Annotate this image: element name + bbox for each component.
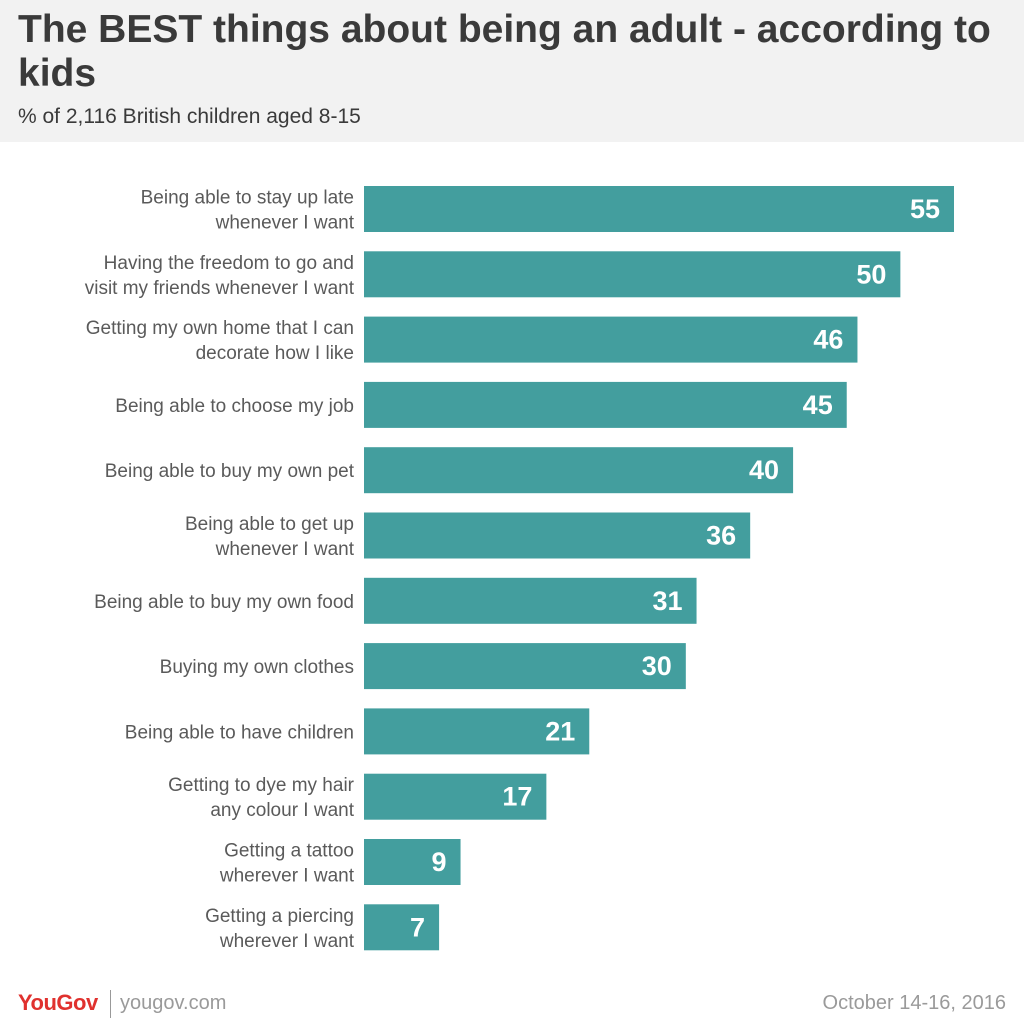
category-label-1: Being able to stay up late whenever I wan… — [141, 188, 355, 234]
category-label-line: Getting to dye my hair — [168, 775, 355, 796]
bar-4 — [364, 381, 847, 428]
category-label-10: Getting to dye my hair any colour I want — [168, 775, 355, 821]
category-label-line: wherever I want — [219, 866, 355, 887]
bar-5 — [364, 447, 794, 494]
bar-8 — [364, 643, 686, 690]
bar-value-label-5: 40 — [749, 455, 779, 485]
bar-value-label-9: 21 — [545, 716, 575, 746]
bar-11 — [364, 839, 461, 885]
bar-12 — [364, 904, 440, 951]
bar-9 — [364, 708, 590, 755]
bar-chart: 55 Being able to stay up late whenever I w… — [85, 186, 954, 952]
category-label-11: Getting a tattoo wherever I want — [219, 841, 355, 887]
bar-value-label-6: 36 — [706, 521, 736, 551]
footer-divider — [110, 990, 111, 1018]
bar-10 — [364, 773, 547, 820]
category-label-line: Getting a tattoo — [224, 841, 354, 862]
chart-title: The BEST things about being an adult - a… — [18, 8, 991, 95]
category-label-2: Having the freedom to go and visit my fri… — [85, 253, 355, 299]
logo-you: You — [18, 990, 57, 1015]
bar-value-label-2: 50 — [856, 259, 886, 289]
category-label-line: whenever I want — [215, 539, 355, 560]
bar-6 — [364, 512, 751, 559]
category-label-4: Being able to choose my job — [115, 396, 354, 417]
category-label-6: Being able to get up whenever I want — [185, 514, 355, 560]
category-label-8: Buying my own clothes — [160, 657, 354, 678]
category-label-9: Being able to have children — [125, 722, 354, 743]
bar-value-label-7: 31 — [652, 586, 682, 616]
category-label-line: Being able to stay up late — [141, 188, 354, 209]
category-label-line: whenever I want — [215, 213, 355, 234]
category-label-7: Being able to buy my own food — [94, 592, 354, 613]
bar-value-label-8: 30 — [642, 651, 672, 681]
category-label-line: Being able to have children — [125, 722, 354, 743]
bar-value-label-11: 9 — [432, 847, 447, 877]
category-label-12: Getting a piercing wherever I want — [205, 906, 355, 952]
category-label-line: Getting my own home that I can — [86, 318, 354, 339]
header-band: The BEST things about being an adult - a… — [0, 0, 1024, 142]
bar-3 — [364, 316, 858, 363]
bar-2 — [364, 251, 901, 298]
category-label-line: decorate how I like — [196, 343, 354, 364]
bar-value-label-12: 7 — [410, 912, 425, 942]
survey-date: October 14-16, 2016 — [822, 992, 1006, 1014]
bar-1 — [364, 186, 954, 232]
category-label-line: Being able to buy my own pet — [105, 461, 355, 482]
category-label-line: Having the freedom to go and — [104, 253, 354, 274]
category-label-5: Being able to buy my own pet — [105, 461, 355, 482]
category-label-line: Buying my own clothes — [160, 657, 354, 678]
yougov-logo: YouGov — [18, 990, 98, 1016]
category-label-line: Being able to buy my own food — [94, 592, 354, 613]
bar-value-label-1: 55 — [910, 194, 940, 224]
category-label-3: Getting my own home that I can decorate h… — [86, 318, 354, 364]
bar-7 — [364, 577, 697, 624]
footer-site-link[interactable]: yougov.com — [120, 992, 227, 1014]
category-label-line: Being able to get up — [185, 514, 354, 535]
bar-value-label-3: 46 — [813, 325, 843, 355]
category-label-line: Being able to choose my job — [115, 396, 354, 417]
category-label-line: wherever I want — [219, 931, 355, 952]
logo-gov: Gov — [56, 990, 98, 1015]
category-label-line: any colour I want — [210, 800, 354, 821]
category-label-line: Getting a piercing — [205, 906, 354, 927]
bar-value-label-10: 17 — [502, 782, 532, 812]
chart-subtitle: % of 2,116 British children aged 8-15 — [18, 105, 361, 128]
category-label-line: visit my friends whenever I want — [85, 278, 355, 299]
bar-value-label-4: 45 — [803, 390, 833, 420]
